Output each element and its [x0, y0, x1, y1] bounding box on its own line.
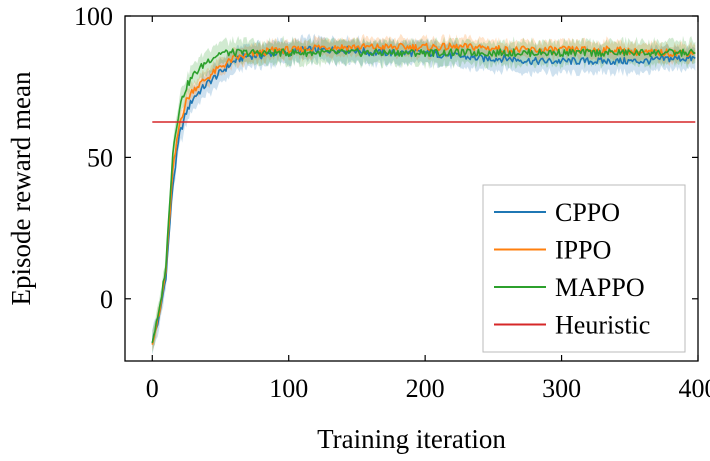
- x-axis-label: Training iteration: [317, 424, 506, 454]
- line-mappo: [151, 48, 696, 344]
- x-tick-label: 0: [146, 374, 159, 403]
- x-tick-label: 300: [542, 374, 581, 403]
- y-axis-label: Episode reward mean: [6, 71, 36, 305]
- band-mappo: [152, 35, 696, 354]
- x-tick-label: 400: [679, 374, 710, 403]
- axis-ticks: 0 100 200 300 400 0 50 100: [74, 2, 710, 403]
- y-tick-label: 50: [87, 143, 113, 172]
- legend-label-heuristic: Heuristic: [555, 311, 650, 340]
- x-tick-label: 200: [406, 374, 445, 403]
- legend-label-ippo: IPPO: [555, 236, 611, 265]
- band-cppo: [152, 33, 696, 356]
- legend-label-mappo: MAPPO: [555, 273, 645, 302]
- y-tick-label: 0: [100, 285, 113, 314]
- y-tick-label: 100: [74, 2, 113, 31]
- series-lines: [151, 42, 696, 345]
- legend-label-cppo: CPPO: [555, 198, 620, 227]
- plot-area-frame: [124, 15, 699, 362]
- x-tick-label: 100: [269, 374, 308, 403]
- legend: CPPO IPPO MAPPO Heuristic: [482, 184, 686, 353]
- confidence-bands: [152, 33, 696, 356]
